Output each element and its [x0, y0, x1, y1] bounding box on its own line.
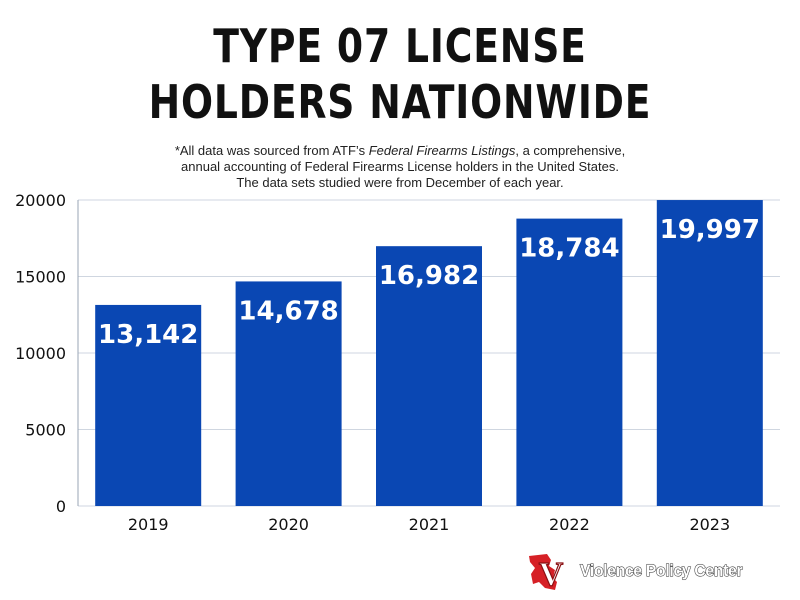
source-note: *All data was sourced from ATF’s Federal…: [0, 143, 800, 191]
x-tick-label: 2020: [268, 515, 309, 534]
vpc-logo-letter: V: [539, 556, 564, 592]
source-note-suffix: , a comprehensive,: [515, 143, 626, 158]
source-note-italic: Federal Firearms Listings: [368, 143, 516, 158]
vpc-logo-text: Violence Policy Center: [580, 561, 743, 581]
y-tick-label: 20000: [15, 191, 66, 210]
bar: [516, 218, 623, 506]
vpc-logo-icon: V: [529, 554, 564, 592]
y-tick-label: 5000: [25, 421, 66, 440]
title-line-1: TYPE 07 LICENSE: [213, 19, 587, 73]
bar: [235, 281, 342, 506]
source-note-line-1: *All data was sourced from ATF’s Federal…: [0, 143, 800, 159]
source-note-line-3: The data sets studied were from December…: [236, 175, 564, 190]
bar-value-label: 19,997: [660, 215, 760, 245]
bar-value-label: 14,678: [238, 296, 338, 326]
bar: [376, 246, 482, 506]
vpc-logo: V Violence Policy Center: [527, 552, 777, 592]
bar-value-label: 18,784: [519, 234, 619, 264]
y-tick-label: 10000: [15, 344, 66, 363]
x-tick-label: 2021: [409, 515, 450, 534]
x-tick-label: 2023: [689, 515, 730, 534]
bar-value-label: 13,142: [98, 320, 198, 350]
bar: [95, 304, 202, 506]
x-tick-label: 2022: [549, 515, 590, 534]
title-line-2: HOLDERS NATIONWIDE: [148, 75, 652, 129]
y-tick-label: 0: [56, 497, 66, 516]
chart-title: TYPE 07 LICENSE HOLDERS NATIONWIDE: [72, 18, 728, 130]
y-tick-label: 15000: [15, 268, 66, 287]
bar: [656, 200, 763, 506]
x-tick-label: 2019: [128, 515, 169, 534]
source-note-prefix: *All data was sourced from ATF’s: [174, 143, 369, 158]
source-note-line-2: annual accounting of Federal Firearms Li…: [181, 159, 619, 174]
bar-value-label: 16,982: [379, 261, 479, 291]
